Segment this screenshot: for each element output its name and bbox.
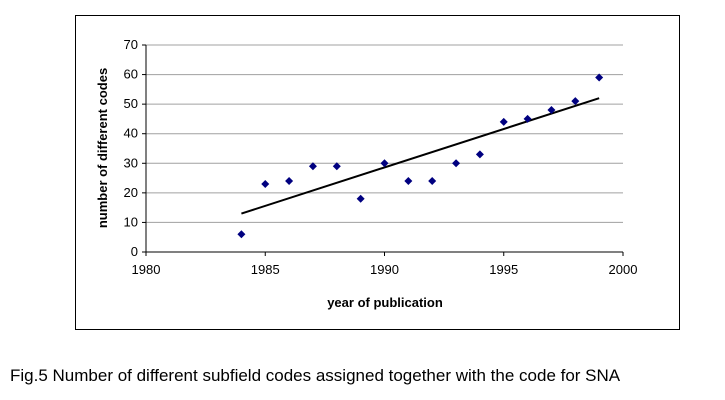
y-tick-label: 70: [124, 37, 138, 52]
chart-frame: [75, 15, 680, 330]
trendline: [241, 97, 600, 215]
data-point: [285, 177, 294, 186]
axes: [142, 44, 624, 256]
data-point: [499, 117, 508, 126]
x-tick-label: 1980: [132, 262, 161, 277]
data-point: [547, 106, 556, 115]
data-point: [523, 114, 532, 123]
scatter-chart: 0 10 20 30 40 50 60 70 1980 1985 1990 1995 2000 year…: [95, 37, 638, 310]
data-point: [428, 177, 437, 186]
y-tick-label: 20: [124, 185, 138, 200]
data-point: [356, 194, 365, 203]
data-point: [261, 179, 270, 188]
y-tick-label: 0: [131, 244, 138, 259]
data-point: [237, 230, 246, 239]
gridlines: [146, 44, 623, 223]
y-axis-title: number of different codes: [95, 68, 110, 228]
data-points: [237, 73, 604, 239]
y-tick-label: 60: [124, 67, 138, 82]
y-tick-label: 10: [124, 214, 138, 229]
x-tick-label: 1985: [251, 262, 280, 277]
data-point: [380, 159, 389, 168]
trendline-group: [241, 97, 600, 215]
y-tick-label: 50: [124, 96, 138, 111]
data-point: [571, 97, 580, 106]
data-point: [404, 177, 413, 186]
data-point: [452, 159, 461, 168]
y-tick-label: 40: [124, 126, 138, 141]
data-point: [475, 150, 484, 159]
data-point: [308, 162, 317, 171]
x-tick-label: 1990: [370, 262, 399, 277]
y-tick-label: 30: [124, 155, 138, 170]
data-point: [595, 73, 604, 82]
data-point: [332, 162, 341, 171]
x-tick-label: 2000: [609, 262, 638, 277]
tick-labels: 0 10 20 30 40 50 60 70 1980 1985 1990 1995 2000: [124, 37, 638, 277]
x-tick-label: 1995: [489, 262, 518, 277]
x-axis-title: year of publication: [327, 295, 443, 310]
figure-caption: Fig.5 Number of different subfield codes…: [10, 366, 621, 385]
